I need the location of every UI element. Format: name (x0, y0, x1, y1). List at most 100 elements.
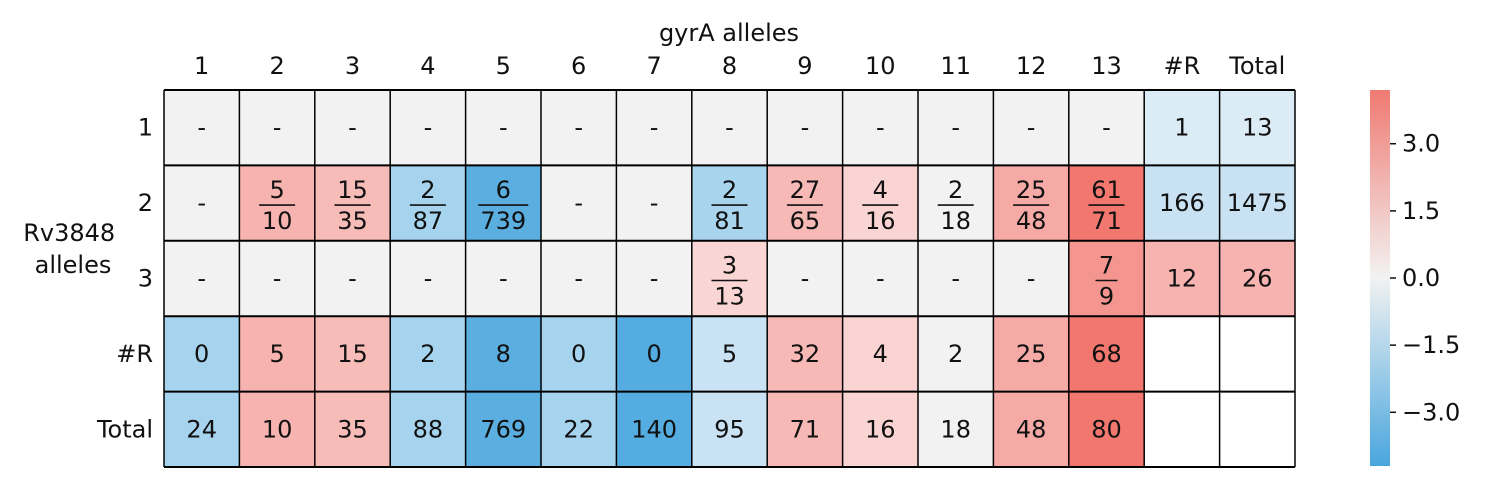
cell-fill (390, 90, 466, 166)
cell-dash: - (348, 114, 357, 142)
column-labels: 1 2 3 4 5 6 7 8 9 10 11 12 13 #R Total (194, 52, 1285, 80)
cell-fill (767, 165, 843, 241)
cell-rresistant-count-c10: 4 (842, 316, 918, 392)
cell-r2-c11: 218 (918, 165, 994, 241)
colorbar-tick-label: −1.5 (1402, 331, 1460, 359)
cell-numerator: 4 (873, 176, 888, 204)
cell-fill (1068, 240, 1145, 317)
cell-r1-c11: - (918, 90, 994, 166)
cell-fill (1219, 90, 1295, 166)
cell-value: 140 (631, 415, 677, 443)
chart-title: gyrA alleles (659, 19, 799, 47)
cell-r1-c12: - (993, 90, 1069, 166)
cell-fill (541, 165, 617, 241)
cell-fill (164, 240, 240, 317)
cell-fill (390, 391, 466, 467)
cell-fill (691, 316, 768, 392)
cell-value: 16 (865, 415, 896, 443)
cell-fill (767, 391, 843, 467)
cell-fill (465, 240, 541, 317)
cell-fill (993, 90, 1069, 166)
cell-numerator: 7 (1099, 252, 1114, 280)
cell-fill (1068, 165, 1145, 241)
cell-numerator: 2 (948, 176, 963, 204)
cell-numerator: 27 (790, 176, 821, 204)
cell-r3-c12: - (993, 240, 1069, 317)
cell-dash: - (650, 114, 659, 142)
cell-value: 25 (1016, 340, 1047, 368)
cell-fill (616, 90, 692, 166)
row-label-3: 3 (138, 265, 153, 293)
cell-fill (541, 391, 617, 467)
cell-rresistant-count-c8: 5 (691, 316, 768, 392)
cell-value: 22 (563, 415, 594, 443)
cell-fill (1144, 165, 1220, 241)
cell-r1-c3: - (314, 90, 391, 166)
cell-fill (993, 316, 1069, 392)
cell-dash: - (499, 114, 508, 142)
cell-value: 48 (1016, 415, 1047, 443)
cell-dash: - (1102, 114, 1111, 142)
y-axis-title: Rv3848 alleles (23, 219, 123, 279)
cell-dash: - (574, 189, 583, 217)
cell-rtotal-c11: 18 (918, 391, 994, 467)
cell-r1-cresistant-count: 1 (1144, 90, 1220, 166)
cell-rtotal-c10: 16 (842, 391, 918, 467)
cell-numerator: 3 (722, 252, 737, 280)
cell-rtotal-c2: 10 (239, 391, 315, 467)
cell-fill (1144, 240, 1220, 317)
heatmap-grid (163, 89, 1296, 468)
cell-fill (541, 90, 617, 166)
colorbar-tick-label: −3.0 (1402, 398, 1460, 426)
cell-r1-c1: - (164, 90, 240, 166)
cell-r1-c13: - (1068, 90, 1145, 166)
cell-denominator: 48 (1016, 207, 1047, 235)
cell-rtotal-c13: 80 (1068, 391, 1145, 467)
cell-rresistant-count-c1: 0 (164, 316, 240, 392)
cell-numerator: 61 (1091, 176, 1122, 204)
cell-value: 71 (790, 415, 821, 443)
cell-value: 26 (1242, 265, 1273, 293)
row-label-1: 1 (138, 114, 153, 142)
cell-value: 0 (194, 340, 209, 368)
cell-r2-c6: - (541, 165, 617, 241)
colorbar-tick-label: 1.5 (1402, 197, 1440, 225)
cell-rtotal-c4: 88 (390, 391, 466, 467)
cell-fill (842, 240, 918, 317)
cell-value: 12 (1167, 265, 1198, 293)
cell-fill (390, 165, 466, 241)
cell-fill (239, 391, 315, 467)
cell-value: 10 (262, 415, 293, 443)
cell-r1-c5: - (465, 90, 541, 166)
cell-fill (390, 240, 466, 317)
cell-dash: - (197, 265, 206, 293)
cell-value: 0 (571, 340, 586, 368)
cell-denominator: 13 (714, 283, 745, 311)
cell-r3-c6: - (541, 240, 617, 317)
cell-rtotal-cresistant-count (1144, 391, 1220, 467)
cell-r3-c13: 79 (1068, 240, 1145, 317)
cell-value: 95 (714, 415, 745, 443)
column-label-12: 12 (1016, 52, 1047, 80)
cell-rresistant-count-c11: 2 (918, 316, 994, 392)
cell-value: 2 (420, 340, 435, 368)
column-label-2: 2 (269, 52, 284, 80)
cell-value: 5 (722, 340, 737, 368)
cell-rresistant-count-c3: 15 (314, 316, 391, 392)
cell-dash: - (801, 265, 810, 293)
cell-rresistant-count-c7: 0 (616, 316, 692, 392)
cell-r3-c7: - (616, 240, 692, 317)
cell-r1-c9: - (767, 90, 843, 166)
cell-fill (1068, 316, 1145, 392)
cell-denominator: 739 (480, 207, 526, 235)
cell-fill (314, 165, 391, 241)
cell-value: 769 (480, 415, 526, 443)
cell-r3-c11: - (918, 240, 994, 317)
cell-rresistant-count-c4: 2 (390, 316, 466, 392)
cell-fill (616, 165, 692, 241)
cell-fill (541, 240, 617, 317)
cell-denominator: 71 (1091, 207, 1122, 235)
